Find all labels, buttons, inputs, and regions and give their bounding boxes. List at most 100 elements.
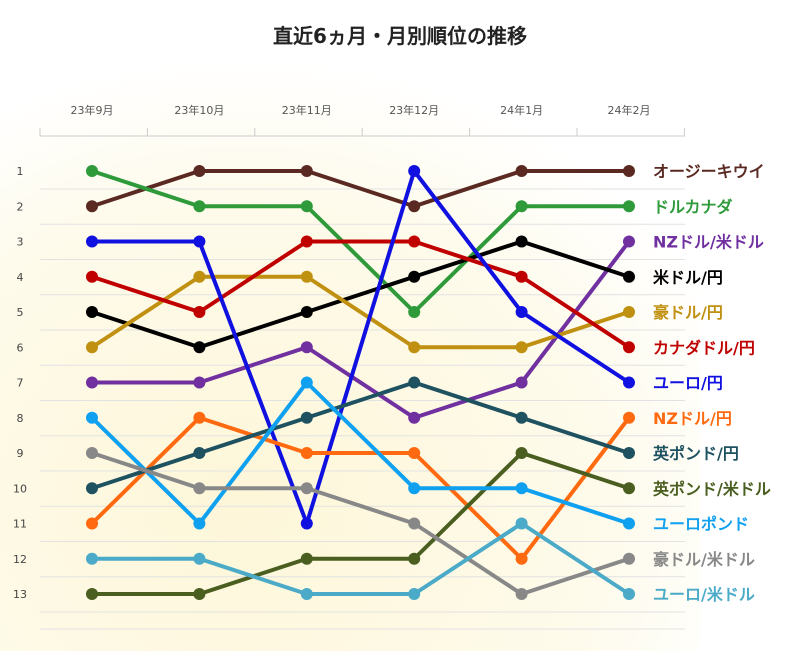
y-tick-label: 12 [13, 553, 27, 566]
data-point [623, 306, 635, 318]
data-point [300, 165, 313, 177]
series-line [90, 521, 631, 596]
data-point [300, 270, 313, 283]
data-point [300, 517, 313, 530]
data-point [623, 482, 635, 495]
series-line [90, 380, 631, 526]
series-label: ユーロポンド [653, 515, 749, 534]
y-tick-label: 6 [17, 341, 24, 354]
series-line [90, 239, 631, 350]
series-line [90, 451, 631, 596]
data-point [408, 235, 421, 248]
data-point [623, 517, 635, 530]
data-point [408, 411, 421, 424]
data-point [193, 376, 206, 389]
x-axis-ticks: 23年9月 23年10月 23年11月 23年12月 24年1月 24年2月 [71, 103, 651, 117]
data-point [515, 341, 528, 354]
series-line [90, 380, 631, 491]
data-point [623, 588, 635, 600]
x-tick-label: 24年1月 [500, 103, 543, 117]
data-point [515, 376, 528, 389]
data-point [408, 341, 421, 354]
data-point [86, 235, 98, 248]
data-point [193, 165, 206, 177]
data-point [408, 200, 421, 213]
plot-background [0, 60, 700, 651]
series-label: NZドル/米ドル [653, 233, 764, 252]
data-point [300, 588, 313, 600]
data-point [623, 235, 635, 248]
data-point [623, 200, 635, 213]
data-point [300, 341, 313, 354]
data-point [623, 447, 635, 459]
x-tick-label: 24年2月 [608, 103, 651, 117]
series-label: ユーロ/米ドル [653, 585, 755, 604]
series-line [90, 451, 631, 596]
data-point [515, 235, 528, 248]
data-point [86, 411, 98, 424]
data-point [193, 270, 206, 283]
data-point [193, 411, 206, 424]
data-point [193, 341, 206, 354]
data-point [515, 411, 528, 424]
series-line [90, 169, 631, 526]
y-tick-label: 10 [13, 482, 27, 495]
data-point [408, 165, 421, 177]
x-tick-label: 23年9月 [71, 103, 114, 117]
x-tick-label: 23年11月 [282, 103, 332, 117]
data-point [300, 306, 313, 318]
x-tick-label: 23年12月 [389, 103, 439, 117]
y-tick-label: 13 [13, 588, 27, 601]
data-point [408, 588, 421, 600]
data-point [86, 447, 98, 459]
data-point [86, 270, 98, 283]
data-point [86, 376, 98, 389]
data-point [193, 517, 206, 530]
data-point [86, 552, 98, 565]
series-label: 豪ドル/円 [653, 303, 723, 322]
chart-title: 直近6ヵ月・月別順位の推移 [273, 24, 527, 48]
data-point [623, 411, 635, 424]
series-label: NZドル/円 [653, 409, 732, 428]
data-point [515, 517, 528, 530]
series-line [90, 239, 631, 350]
series-label: 英ポンド/米ドル [652, 479, 771, 498]
data-point [86, 482, 98, 495]
series-line [90, 239, 631, 420]
y-tick-label: 8 [17, 412, 24, 425]
data-point [193, 552, 206, 565]
data-point [193, 235, 206, 248]
data-point [408, 270, 421, 283]
data-point [86, 341, 98, 354]
data-point [193, 482, 206, 495]
data-point [515, 447, 528, 459]
y-tick-label: 9 [17, 447, 24, 460]
data-point [623, 552, 635, 565]
y-tick-label: 4 [17, 271, 24, 284]
data-point [86, 200, 98, 213]
y-tick-label: 2 [17, 200, 24, 213]
data-point [86, 588, 98, 600]
data-point [408, 306, 421, 318]
data-point [623, 376, 635, 389]
y-tick-label: 3 [17, 236, 24, 249]
series-line [90, 169, 631, 314]
series-label: ドルカナダ [653, 197, 733, 216]
y-tick-label: 1 [17, 165, 24, 178]
data-point [193, 588, 206, 600]
data-point [193, 306, 206, 318]
data-point [515, 482, 528, 495]
data-point [515, 552, 528, 565]
data-point [408, 482, 421, 495]
y-tick-label: 11 [13, 518, 27, 531]
data-point [515, 200, 528, 213]
series-lines [90, 169, 631, 596]
data-point [623, 341, 635, 354]
data-point [408, 552, 421, 565]
data-point [515, 588, 528, 600]
data-point [408, 517, 421, 530]
data-point [300, 552, 313, 565]
